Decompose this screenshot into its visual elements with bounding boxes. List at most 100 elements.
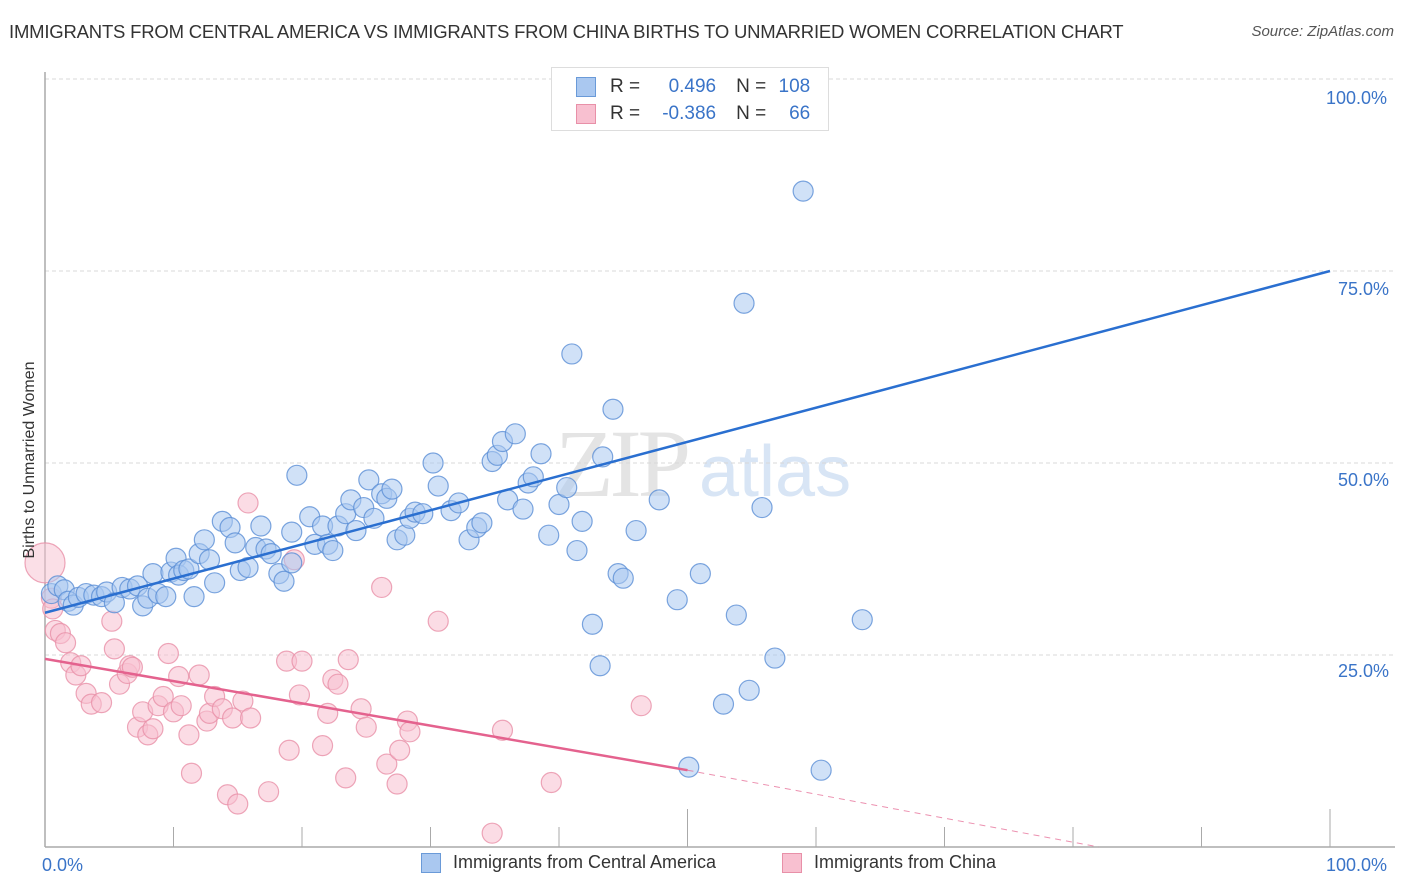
data-point [155,586,177,608]
data-point [311,735,334,757]
legend-row-central-america: R = 0.496 N = 108 [576,75,810,99]
data-point [725,604,747,626]
data-point [491,719,514,741]
bottom-legend-swatch-china [782,852,802,873]
data-point [504,423,526,445]
data-point [678,756,700,778]
bottom-legend-swatch-central-america [421,852,441,873]
data-point [288,684,311,706]
series-central-america-points [40,68,873,781]
legend-r-value: 0.496 [668,76,717,97]
data-point [142,718,164,740]
data-point [399,721,421,743]
data-point [286,464,308,486]
trend-lines [44,269,1331,848]
bottom-legend-central-america: Immigrants from Central America [421,852,716,873]
data-point [142,562,164,585]
data-point [427,610,449,632]
legend-n-value: 108 [778,76,811,97]
data-point [602,398,624,420]
data-point [103,638,125,660]
data-point [712,693,735,715]
data-point [183,586,205,608]
data-point [358,469,380,491]
legend-swatch-china [576,104,596,124]
data-point [273,570,295,592]
data-point [335,767,357,789]
data-point [278,739,300,761]
data-point [180,762,203,784]
data-point [512,498,534,520]
data-point [281,521,303,543]
series-china-points [24,492,652,844]
data-point [152,685,174,708]
data-point [471,512,493,534]
data-point [689,562,711,585]
data-point [481,822,503,844]
data-point [538,524,560,546]
y-axis-label: Births to Unmarried Women [21,361,38,559]
bottom-legend-china: Immigrants from China [782,852,996,873]
data-point [227,793,249,815]
data-point [157,642,179,665]
data-point [764,647,786,669]
data-point [327,673,349,695]
source-credit: Source: ZipAtlas.com [1251,23,1394,40]
data-point [540,771,562,794]
axes [44,72,1395,848]
chart-title: IMMIGRANTS FROM CENTRAL AMERICA VS IMMIG… [9,21,1124,42]
data-point [386,773,408,795]
data-point [648,489,670,511]
data-point [237,492,259,514]
data-point [257,781,280,803]
data-point [733,292,755,314]
y-tick-label-25: 25.0% [1338,661,1390,681]
legend-r-value: -0.386 [662,103,717,124]
data-point [589,655,611,677]
legend-n-label: N = [736,76,767,97]
y-tick-label-100: 100.0% [1326,88,1388,108]
data-point [281,552,303,574]
x-tick-label-0: 0.0% [42,855,84,875]
data-point [376,753,398,775]
data-point [204,572,226,594]
data-point [90,692,113,714]
data-point [170,695,192,717]
data-point [355,716,377,738]
data-point [422,452,444,474]
data-point [738,679,760,701]
trend-line-china-extrapolated [687,769,1099,848]
bottom-legend-label: Immigrants from Central America [453,852,717,872]
legend-r-label: R = [610,76,641,97]
data-point [337,649,359,671]
correlation-legend: R = 0.496 N = 108 R = -0.386 N = 66 [551,67,829,131]
data-point [630,695,652,717]
data-point [178,724,200,746]
data-point [389,739,411,761]
data-point [751,496,773,519]
trend-line-central-america [44,269,1331,614]
data-point [566,539,588,562]
legend-n-label: N = [736,103,767,124]
legend-swatch-central-america [576,77,596,97]
x-tick-label-100: 100.0% [1326,855,1388,875]
data-point [381,478,403,500]
data-point [24,542,66,584]
y-tick-label-50: 50.0% [1338,470,1390,490]
data-point [571,510,593,532]
data-point [322,539,344,562]
data-point [188,664,210,686]
data-point [851,609,873,631]
data-point [612,567,634,589]
data-point [530,443,552,465]
legend-n-value: 66 [789,103,811,124]
y-tick-label-75: 75.0% [1338,279,1390,299]
data-point [291,650,313,672]
data-point [792,180,814,202]
data-point [556,476,578,499]
data-point [224,532,246,554]
data-point [810,759,832,781]
data-point [625,519,647,542]
data-point [561,343,583,365]
